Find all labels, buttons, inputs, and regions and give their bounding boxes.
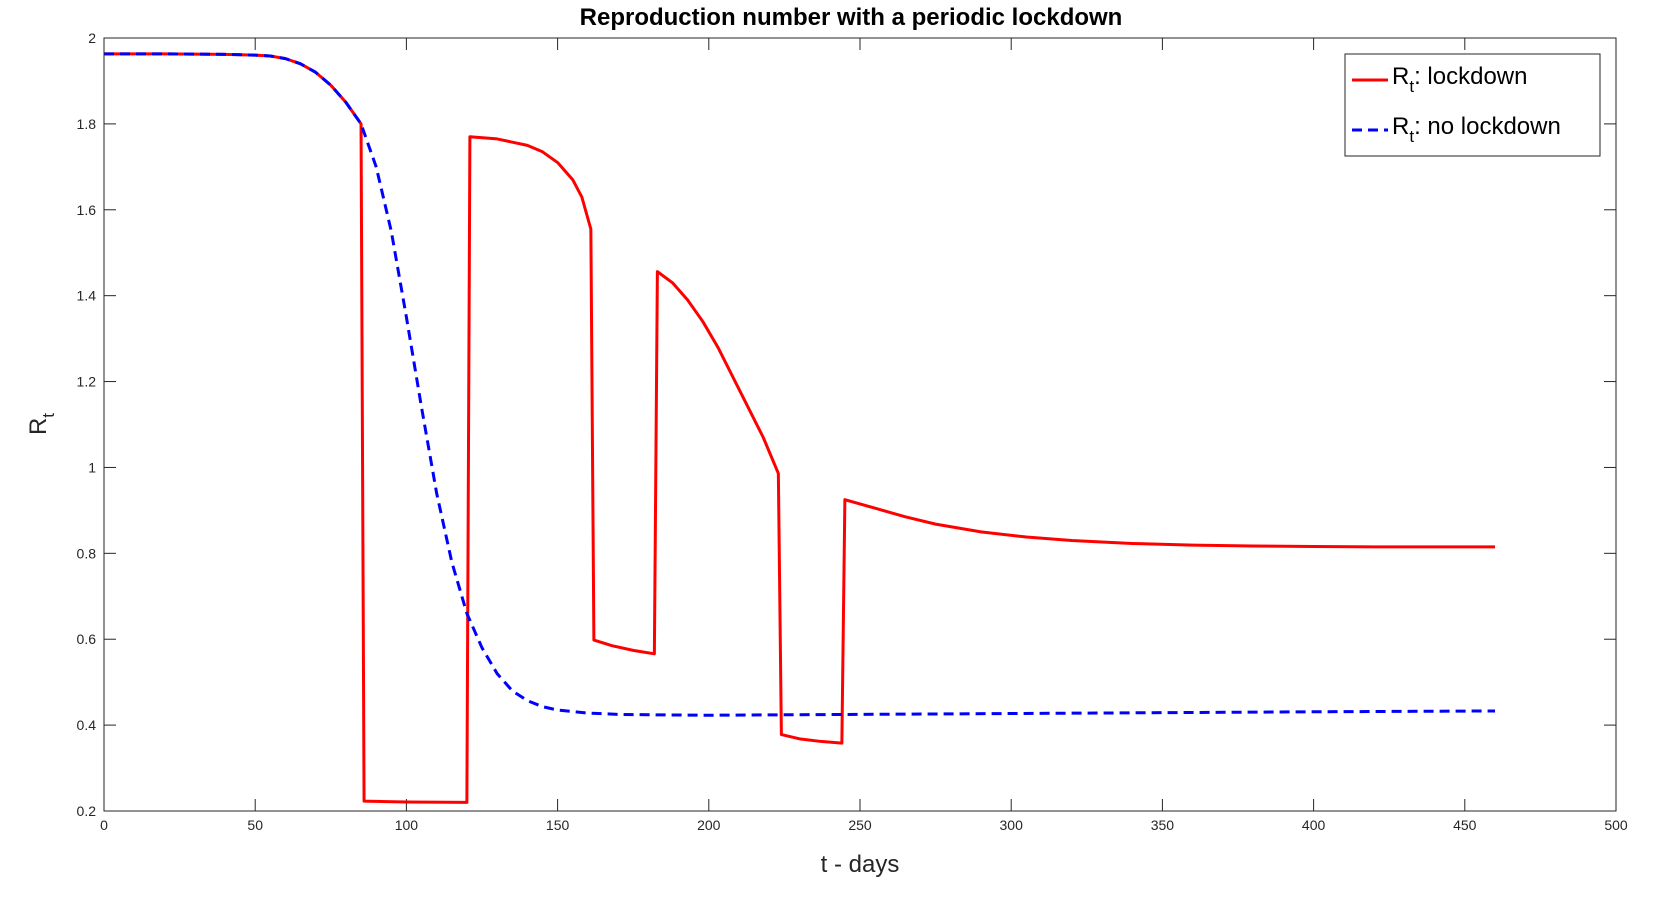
series-line-no-lockdown	[104, 52, 1496, 717]
x-tick-label: 500	[1604, 817, 1628, 833]
x-tick-label: 200	[697, 817, 721, 833]
x-tick-label: 350	[1151, 817, 1175, 833]
x-tick-label: 100	[395, 817, 419, 833]
y-tick-label: 0.4	[77, 717, 97, 733]
x-tick-label: 400	[1302, 817, 1326, 833]
y-tick-label: 1	[88, 459, 96, 475]
y-tick-label: 1.2	[77, 374, 97, 390]
legend: Rt: lockdown Rt: no lockdown	[1344, 53, 1601, 157]
axes-box	[103, 37, 1617, 812]
x-tick-label: 300	[1000, 817, 1024, 833]
x-tick-label: 150	[546, 817, 570, 833]
x-tick-label: 0	[100, 817, 108, 833]
series-line-lockdown	[104, 52, 1496, 804]
x-axis-label: t - days	[821, 851, 900, 878]
chart-title: Reproduction number with a periodic lock…	[580, 4, 1123, 31]
svg-text:Rt: Rt	[25, 413, 58, 435]
series-layer	[104, 52, 1496, 804]
x-tick-label: 450	[1453, 817, 1477, 833]
y-axis-label-main: R	[25, 418, 52, 435]
x-tick-label: 50	[247, 817, 263, 833]
legend-label-no-lockdown: Rt: no lockdown	[1392, 113, 1561, 146]
y-axis-label: Rt	[25, 413, 58, 435]
y-tick-label: 0.2	[77, 803, 97, 819]
legend-label-lockdown: Rt: lockdown	[1392, 63, 1527, 96]
x-tick-label: 250	[848, 817, 872, 833]
axis-ticks: 0 50 100 150 200 250 300 350 400 450 500 0.2 0.4 0.6 0…	[77, 30, 1628, 833]
y-tick-label: 1.4	[77, 288, 97, 304]
y-tick-label: 0.6	[77, 631, 97, 647]
y-axis-label-sub: t	[39, 413, 58, 418]
y-tick-label: 1.8	[77, 116, 97, 132]
legend-box	[1344, 53, 1601, 157]
y-tick-label: 0.8	[77, 545, 97, 561]
y-tick-label: 2	[88, 30, 96, 46]
y-tick-label: 1.6	[77, 202, 97, 218]
